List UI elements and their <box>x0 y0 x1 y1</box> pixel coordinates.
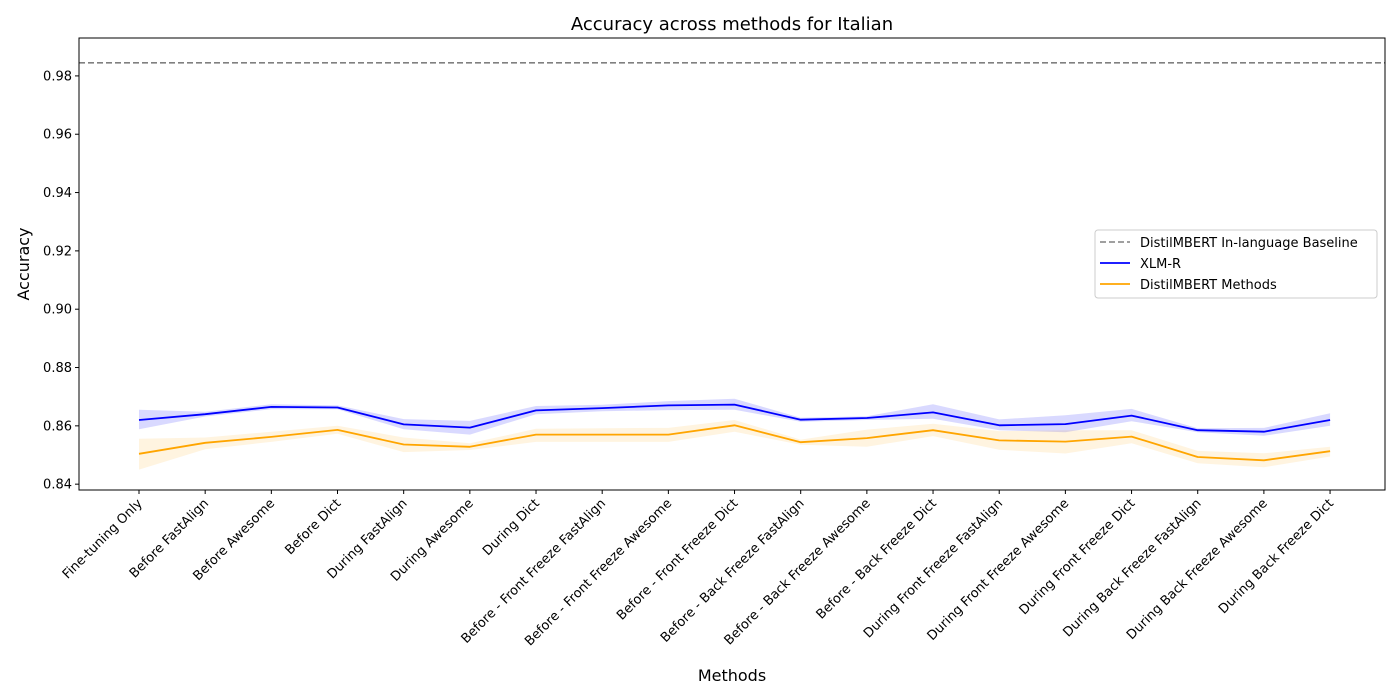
y-tick-label: 0.88 <box>43 361 72 376</box>
x-tick-label: Before - Back Freeze Dict <box>814 496 940 622</box>
chart-title: Accuracy across methods for Italian <box>571 14 893 35</box>
legend-box <box>1094 229 1378 299</box>
series-lines <box>138 403 1331 462</box>
x-tick-label: Before - Back Freeze FastAlign <box>658 496 807 645</box>
series-line-distilmbert-methods <box>138 424 1331 462</box>
y-tick-label: 0.90 <box>43 303 72 318</box>
x-tick-label: During Back Freeze Awesome <box>1124 496 1271 643</box>
x-tick-label: Before - Front Freeze Awesome <box>522 496 675 649</box>
y-tick-label: 0.98 <box>43 69 72 84</box>
x-tick-label: During Front Freeze Awesome <box>925 496 1073 644</box>
y-tick-label: 0.84 <box>43 478 72 493</box>
legend-label-distilmbert: DistilMBERT Methods <box>1140 278 1277 293</box>
x-tick-label: During Front Freeze Dict <box>1017 496 1139 618</box>
series-line-xlm-r <box>138 403 1331 433</box>
x-axis-label: Methods <box>698 666 766 685</box>
y-tick-label: 0.92 <box>43 244 72 259</box>
band-distilmbert-methods <box>139 420 1331 470</box>
legend-label-baseline: DistilMBERT In-language Baseline <box>1140 236 1358 251</box>
legend: DistilMBERT In-language Baseline XLM-R D… <box>1094 229 1378 299</box>
confidence-bands <box>139 398 1331 470</box>
x-tick-label: Before - Front Freeze Dict <box>614 496 741 623</box>
x-tick-label: During Front Freeze FastAlign <box>861 496 1006 641</box>
x-tick-label: Before Dict <box>282 496 344 558</box>
y-tick-label: 0.86 <box>43 419 72 434</box>
plot-area-frame <box>78 37 1386 491</box>
y-axis: 0.84 0.86 0.88 0.90 0.92 0.94 0.96 0.98 <box>43 69 79 493</box>
x-tick-label: During Dict <box>480 496 543 559</box>
x-tick-label: During Back Freeze FastAlign <box>1060 496 1204 640</box>
y-tick-label: 0.94 <box>43 186 72 201</box>
y-tick-label: 0.96 <box>43 128 72 143</box>
x-tick-label: During Back Freeze Dict <box>1216 496 1337 617</box>
x-tick-label: Before - Back Freeze Awesome <box>722 496 874 648</box>
y-axis-label: Accuracy <box>14 227 33 300</box>
legend-label-xlmr: XLM-R <box>1140 257 1181 272</box>
x-tick-label: Before - Front Freeze FastAlign <box>459 496 609 646</box>
